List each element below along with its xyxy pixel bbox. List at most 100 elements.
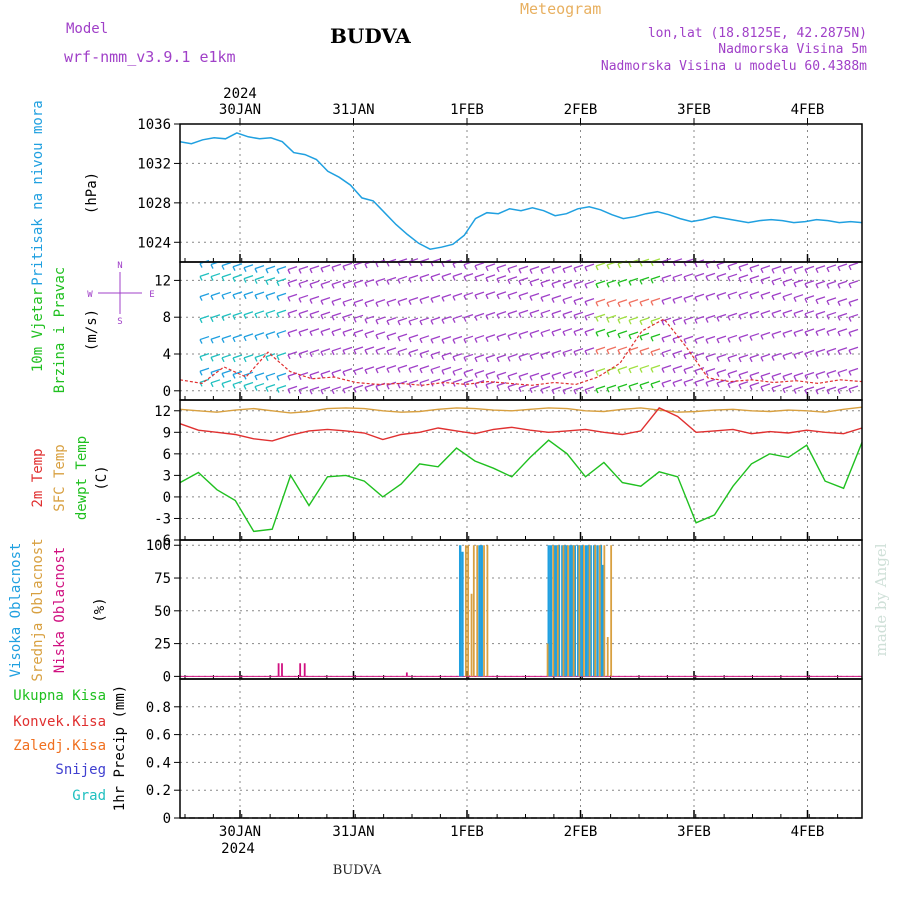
wind-barb-flag: [199, 296, 203, 301]
wind-barb: [430, 316, 441, 322]
wind-barb: [672, 295, 683, 301]
wind-barb-flag: [595, 301, 599, 307]
wind-barb-flag: [584, 350, 588, 356]
wind-barb-flag: [760, 268, 764, 274]
wind-barb: [210, 379, 221, 384]
wind-barb-flag: [650, 301, 654, 306]
wind-barb: [793, 309, 804, 314]
wind-barb: [353, 314, 364, 319]
wind-barb-flag: [573, 351, 577, 356]
wind-barb-flag: [727, 357, 731, 363]
wind-barb: [771, 265, 782, 270]
wind-barb-flag: [397, 301, 401, 306]
wind-barb: [595, 262, 606, 267]
wind-barb-flag: [474, 294, 478, 300]
wind-barb-flag: [320, 389, 324, 395]
wind-barb: [199, 293, 210, 298]
wind-barb: [386, 347, 397, 352]
wind-barb: [298, 310, 309, 315]
wind-barb-flag: [331, 315, 335, 321]
wind-barb-flag: [705, 371, 709, 376]
wind-barb-flag: [320, 351, 324, 357]
wind-barb-flag: [485, 374, 489, 379]
wind-barb: [408, 334, 419, 339]
wind-barb-flag: [287, 332, 291, 338]
wind-barb-flag: [232, 277, 236, 282]
wind-barb: [342, 346, 353, 351]
wind-barb: [287, 329, 298, 334]
wind-barb: [408, 297, 419, 302]
wind-barb: [474, 312, 485, 318]
wind-barb-flag: [507, 313, 511, 319]
legend-convective-rain: Konvek.Kisa: [13, 714, 106, 730]
wind-barb: [496, 354, 507, 359]
wind-barb-flag: [331, 372, 335, 378]
wind-barb: [595, 346, 606, 351]
wind-barb-flag: [485, 357, 489, 363]
wind-barb: [639, 381, 650, 386]
wind-barb: [716, 313, 727, 319]
wind-barb: [815, 280, 826, 285]
wind-barb: [364, 299, 375, 304]
wind-barb: [276, 278, 287, 283]
wind-barb-flag: [595, 332, 599, 337]
wind-barb-flag: [716, 317, 720, 322]
wind-barb: [331, 263, 342, 268]
wind-barb-flag: [276, 296, 280, 301]
wind-barb: [793, 294, 804, 299]
wind-barb-flag: [276, 269, 280, 274]
sfc-temp-line: [179, 406, 863, 414]
wind-barb: [606, 279, 617, 284]
wind-barb-flag: [837, 331, 841, 337]
wind-barb: [298, 386, 309, 391]
wind-barb: [738, 291, 749, 296]
wind-barb: [804, 310, 815, 315]
wind-barb-flag: [551, 331, 555, 337]
wind-barb: [584, 280, 595, 285]
wind-barb: [650, 380, 661, 385]
wind-barb-flag: [386, 368, 390, 373]
wind-barb: [551, 310, 562, 315]
wind-barb-flag: [771, 295, 775, 301]
wind-barb: [485, 354, 496, 359]
wind-barb: [837, 280, 848, 285]
temperature-y-tick-label: -6: [154, 533, 171, 549]
wind-barb-flag: [617, 369, 621, 374]
wind-barb-flag: [265, 295, 269, 300]
wind-barb: [232, 263, 243, 268]
wind-barb: [782, 266, 793, 271]
wind-barb: [529, 329, 540, 335]
wind-compass: N W E S: [87, 261, 154, 327]
wind-barb-flag: [826, 267, 830, 273]
wind-barb: [837, 368, 848, 374]
wind-barb: [287, 266, 298, 271]
wind-barb: [342, 368, 353, 373]
wind-barb-flag: [254, 279, 258, 284]
wind-barb: [254, 291, 265, 296]
wind-barb: [727, 354, 738, 359]
wind-barb-flag: [386, 320, 390, 326]
wind-barb-flag: [408, 300, 412, 305]
wind-barb-flag: [749, 314, 753, 319]
wind-barb: [595, 313, 606, 319]
wind-barb-flag: [375, 302, 379, 307]
wind-barb-flag: [683, 339, 687, 344]
wind-barb-flag: [848, 388, 852, 394]
wind-barb: [243, 354, 254, 359]
wind-barb: [320, 264, 331, 269]
wind-barb-flag: [320, 314, 324, 320]
precip-y-tick-label: 0.4: [146, 755, 171, 771]
temperature-y-tick-label: 3: [163, 468, 171, 484]
temperature-frame: [179, 399, 863, 541]
wind-barb: [485, 291, 496, 296]
wind-barb: [672, 335, 683, 340]
wind-barb: [573, 386, 584, 391]
wind-barb: [595, 298, 606, 303]
wind-barb-flag: [551, 389, 555, 395]
wind-barb: [254, 310, 265, 315]
wind-barb-flag: [210, 276, 214, 281]
wind-barb-flag: [705, 382, 709, 387]
wind-barb: [738, 333, 749, 339]
wind-barb-flag: [441, 276, 445, 281]
wind-barb: [848, 367, 859, 373]
